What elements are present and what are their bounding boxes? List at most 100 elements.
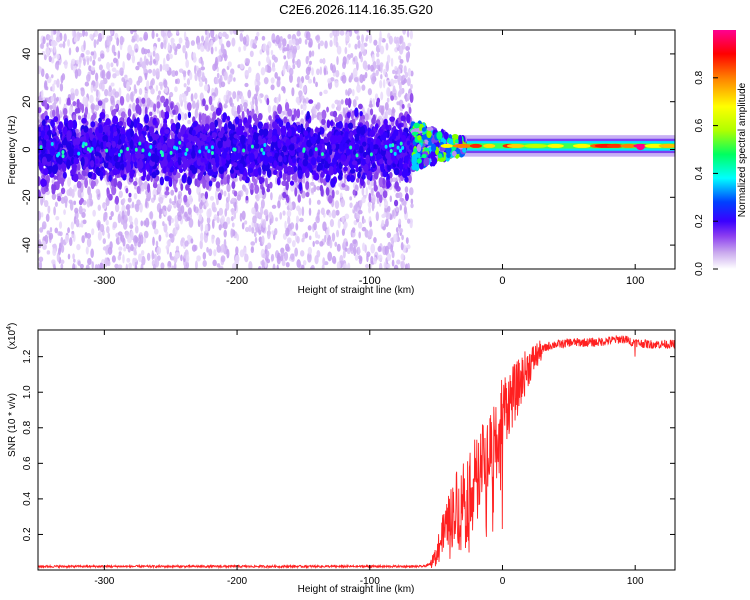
noise-blob [337, 219, 341, 229]
noise-blob [96, 39, 99, 45]
noise-blob [252, 113, 258, 122]
noise-blob [103, 212, 108, 221]
noise-blob [215, 237, 221, 246]
noise-blob [182, 45, 186, 54]
noise-blob [67, 39, 70, 47]
noise-blob [388, 35, 393, 45]
noise-blob [227, 192, 231, 202]
noise-blob [331, 209, 337, 219]
noise-blob [63, 33, 67, 42]
noise-blob [297, 194, 301, 203]
noise-blob [215, 181, 221, 189]
noise-blob [40, 212, 44, 218]
noise-blob [53, 79, 58, 85]
noise-blob [133, 251, 137, 256]
noise-blob [125, 93, 130, 103]
noise-blob [178, 37, 183, 44]
noise-blob [370, 243, 376, 254]
noise-blob [199, 239, 203, 250]
noise-blob [234, 259, 239, 267]
noise-blob [317, 209, 321, 215]
noise-blob [371, 76, 376, 85]
noise-blob [359, 199, 363, 207]
noise-blob [271, 230, 275, 235]
noise-blob [41, 51, 46, 56]
noise-blob [201, 60, 204, 67]
noise-blob [369, 100, 373, 108]
noise-blob [335, 209, 340, 216]
noise-blob [212, 63, 217, 72]
noise-blob [310, 187, 315, 194]
noise-blob [165, 63, 170, 72]
noise-blob [117, 213, 121, 224]
noise-blob [370, 255, 374, 265]
noise-blob [298, 207, 302, 216]
noise-blob [222, 221, 228, 230]
noise-blob [236, 233, 240, 242]
noise-blob [129, 91, 134, 102]
noise-blob [366, 253, 369, 263]
noise-blob [394, 65, 398, 72]
noise-blob [139, 202, 143, 213]
noise-blob [134, 217, 139, 227]
noise-blob [315, 35, 320, 41]
noise-blob [332, 30, 338, 37]
noise-blob [367, 64, 371, 70]
noise-blob [229, 97, 233, 106]
noise-blob [357, 103, 363, 110]
noise-blob [102, 238, 106, 245]
noise-blob [264, 64, 268, 73]
noise-blob [294, 247, 299, 257]
noise-blob [382, 177, 386, 186]
noise-blob [315, 240, 320, 245]
noise-blob [367, 201, 372, 208]
noise-blob [84, 106, 89, 116]
noise-blob [268, 211, 273, 219]
noise-blob [393, 74, 399, 80]
noise-blob [215, 107, 222, 116]
noise-blob [179, 93, 183, 104]
noise-blob [349, 196, 353, 201]
noise-blob [378, 262, 383, 269]
noise-blob [282, 38, 287, 47]
noise-blob [136, 80, 141, 86]
noise-blob [260, 67, 266, 76]
noise-blob [67, 177, 72, 187]
noise-blob [57, 195, 62, 202]
noise-blob [299, 250, 305, 257]
noise-blob [230, 228, 234, 239]
noise-blob [357, 246, 361, 256]
noise-blob [285, 243, 290, 252]
noise-blob [267, 105, 272, 114]
noise-blob [172, 109, 176, 115]
noise-blob [42, 36, 46, 45]
noise-blob [155, 240, 159, 247]
noise-blob [98, 64, 103, 71]
noise-blob [155, 52, 160, 63]
noise-blob [407, 67, 412, 77]
noise-blob [344, 97, 349, 106]
noise-blob [337, 104, 342, 112]
noise-blob [186, 234, 192, 240]
noise-blob [364, 113, 369, 122]
noise-blob [220, 255, 226, 263]
noise-blob [311, 67, 314, 76]
noise-blob [391, 209, 395, 217]
noise-blob [88, 192, 93, 201]
noise-blob [255, 86, 259, 97]
noise-blob [326, 106, 329, 113]
noise-blob [312, 76, 316, 84]
noise-blob [299, 81, 303, 89]
noise-blob [114, 91, 120, 98]
noise-blob [230, 216, 234, 222]
noise-blob [174, 195, 177, 203]
noise-blob [262, 253, 267, 259]
noise-blob [387, 87, 391, 97]
noise-blob [225, 200, 230, 211]
noise-blob [285, 180, 289, 191]
noise-blob [380, 107, 384, 116]
noise-blob [71, 233, 74, 239]
noise-blob [73, 258, 76, 263]
noise-blob [163, 57, 166, 67]
noise-blob [86, 112, 91, 120]
